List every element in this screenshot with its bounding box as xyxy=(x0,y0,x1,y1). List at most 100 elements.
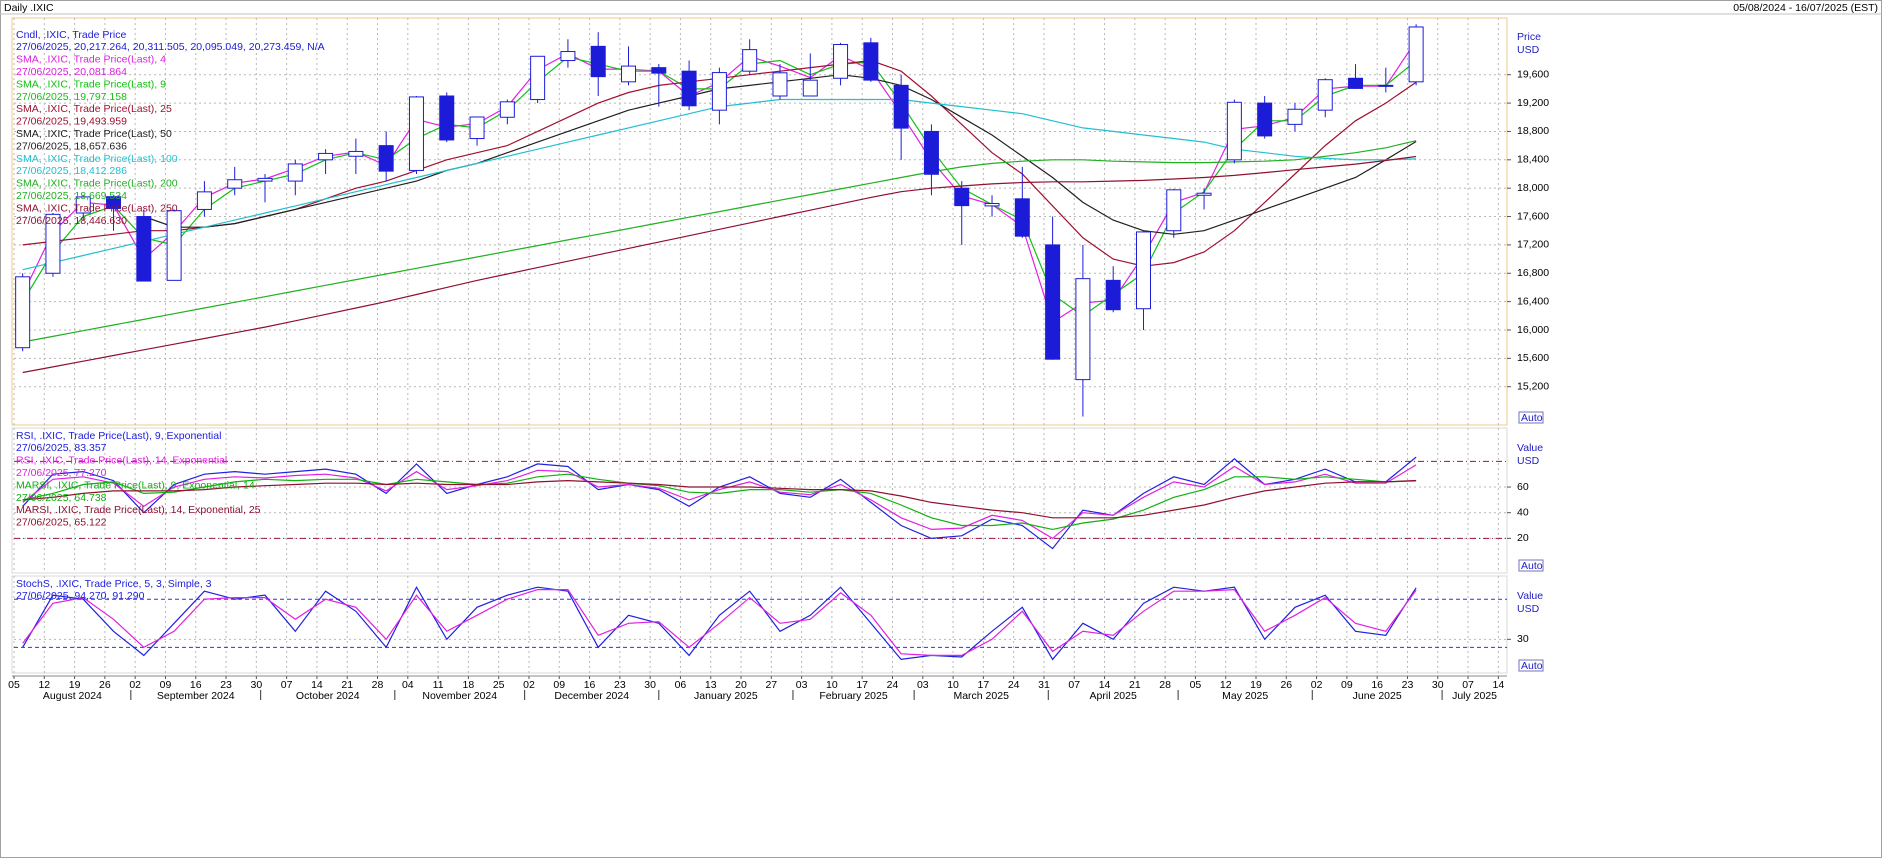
x-tick-label: 25 xyxy=(493,679,505,691)
auto-button[interactable] xyxy=(1518,659,1544,672)
x-tick-label: 02 xyxy=(129,679,141,691)
x-tick-label: 09 xyxy=(553,679,565,691)
indicator-line xyxy=(22,473,1417,531)
candle-body xyxy=(833,44,849,79)
x-tick-label: 11 xyxy=(433,679,444,691)
x-tick-label: 18 xyxy=(463,679,475,691)
legend-entry: SMA, .IXIC, Trade Price(Last), 9 xyxy=(16,78,166,90)
axis-title: Price xyxy=(1517,31,1541,43)
indicator-line xyxy=(22,585,1417,661)
x-tick-label: 30 xyxy=(1432,679,1444,691)
candle-body xyxy=(106,196,122,209)
x-tick-label: 12 xyxy=(1220,679,1232,691)
axis-title: Value xyxy=(1517,442,1543,454)
auto-label: Auto xyxy=(1521,560,1543,572)
y-tick-label: 16,000 xyxy=(1517,324,1549,336)
candle-body xyxy=(15,276,31,349)
month-label: May 2025 xyxy=(1222,690,1268,702)
legend-entry: 27/06/2025, 18,446.630 xyxy=(16,215,127,227)
legend-entry: MARSI, .IXIC, Trade Price(Last), 9, Expo… xyxy=(16,479,255,491)
indicator-line xyxy=(22,479,1417,519)
x-tick-label: 23 xyxy=(614,679,626,691)
panel-frame xyxy=(11,427,1508,574)
x-tick-label: 17 xyxy=(856,679,868,691)
x-tick-label: 28 xyxy=(1159,679,1171,691)
candle-body xyxy=(863,42,879,81)
y-tick-label: 15,600 xyxy=(1517,352,1549,364)
legend-entry: 27/06/2025, 19,493.959 xyxy=(16,116,127,128)
header-right: 05/08/2024 - 16/07/2025 (EST) xyxy=(1733,2,1878,14)
x-tick-label: 07 xyxy=(1462,679,1474,691)
x-tick-label: 03 xyxy=(917,679,929,691)
x-tick-label: 12 xyxy=(38,679,50,691)
month-label: October 2024 xyxy=(296,690,360,702)
candle-body xyxy=(1378,84,1394,87)
candle-body xyxy=(499,101,515,118)
legend-entry: SMA, .IXIC, Trade Price(Last), 200 xyxy=(16,178,178,190)
auto-button[interactable] xyxy=(1518,559,1544,572)
y-tick-label: 19,600 xyxy=(1517,69,1549,81)
x-tick-label: 07 xyxy=(1068,679,1080,691)
legend-entry: 27/06/2025, 77.270 xyxy=(16,467,107,479)
axis-unit: USD xyxy=(1517,455,1540,467)
x-tick-label: 24 xyxy=(1008,679,1020,691)
legend-entry: 27/06/2025, 83.357 xyxy=(16,442,107,454)
x-tick-label: 19 xyxy=(69,679,81,691)
legend-entry: 27/06/2025, 19,797.158 xyxy=(16,91,127,103)
legend-entry: SMA, .IXIC, Trade Price(Last), 100 xyxy=(16,153,178,165)
x-tick-label: 28 xyxy=(372,679,384,691)
candle-body xyxy=(469,116,485,140)
month-label: March 2025 xyxy=(953,690,1009,702)
x-tick-label: 14 xyxy=(1099,679,1111,691)
candle-body xyxy=(287,163,303,182)
x-tick-label: 09 xyxy=(1341,679,1353,691)
legend-entry: 27/06/2025, 64.738 xyxy=(16,492,107,504)
legend-entry: SMA, .IXIC, Trade Price(Last), 25 xyxy=(16,103,172,115)
x-tick-label: 26 xyxy=(99,679,111,691)
legend-entry: 27/06/2025, 20,217.264, 20,311.505, 20,0… xyxy=(16,41,325,53)
legend-entry: SMA, .IXIC, Trade Price(Last), 4 xyxy=(16,54,166,66)
x-tick-label: 21 xyxy=(1129,679,1141,691)
legend-entry: RSI, .IXIC, Trade Price(Last), 14, Expon… xyxy=(16,455,227,467)
month-label: June 2025 xyxy=(1353,690,1402,702)
x-tick-label: 09 xyxy=(160,679,172,691)
candle-body xyxy=(1075,278,1091,381)
candle-body xyxy=(1166,189,1182,232)
x-tick-label: 17 xyxy=(978,679,990,691)
x-tick-label: 30 xyxy=(250,679,262,691)
indicator-line xyxy=(22,464,1417,540)
month-label: December 2024 xyxy=(554,690,629,702)
candle-body xyxy=(1287,108,1303,125)
x-tick-label: 14 xyxy=(311,679,323,691)
candle-body xyxy=(1226,101,1242,161)
legend-entry: RSI, .IXIC, Trade Price(Last), 9, Expone… xyxy=(16,430,221,442)
auto-button[interactable] xyxy=(1518,411,1544,424)
candle-body xyxy=(136,216,152,282)
candle-body xyxy=(408,96,424,171)
legend-entry: MARSI, .IXIC, Trade Price(Last), 14, Exp… xyxy=(16,504,261,516)
x-tick-label: 04 xyxy=(402,679,414,691)
month-label: April 2025 xyxy=(1090,690,1137,702)
x-tick-label: 10 xyxy=(947,679,959,691)
candle-body xyxy=(227,179,243,189)
x-tick-label: 23 xyxy=(1402,679,1414,691)
candle-body xyxy=(530,55,546,101)
x-tick-label: 13 xyxy=(705,679,717,691)
candle-body xyxy=(439,95,455,141)
x-tick-label: 31 xyxy=(1038,679,1050,691)
candle-body xyxy=(893,84,909,129)
candle-body xyxy=(772,72,788,97)
axis-title: Value xyxy=(1517,590,1543,602)
candle-body xyxy=(742,49,758,72)
y-tick-label: 20 xyxy=(1517,532,1529,544)
y-tick-label: 18,400 xyxy=(1517,154,1549,166)
legend-entry: 27/06/2025, 94.270, 91.290 xyxy=(16,590,145,602)
legend-entry: StochS, .IXIC, Trade Price, 5, 3, Simple… xyxy=(16,578,212,590)
candle-body xyxy=(1408,26,1424,83)
x-tick-label: 10 xyxy=(826,679,838,691)
candle-body xyxy=(378,145,394,172)
candle-body xyxy=(1105,279,1121,311)
x-tick-label: 05 xyxy=(8,679,20,691)
